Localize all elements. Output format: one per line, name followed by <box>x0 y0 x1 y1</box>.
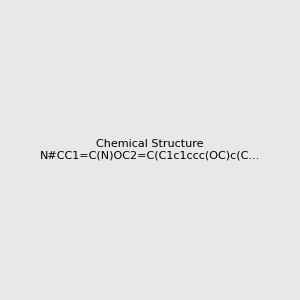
Text: Chemical Structure
N#CC1=C(N)OC2=C(C1c1ccc(OC)c(C...: Chemical Structure N#CC1=C(N)OC2=C(C1c1c… <box>40 139 260 161</box>
